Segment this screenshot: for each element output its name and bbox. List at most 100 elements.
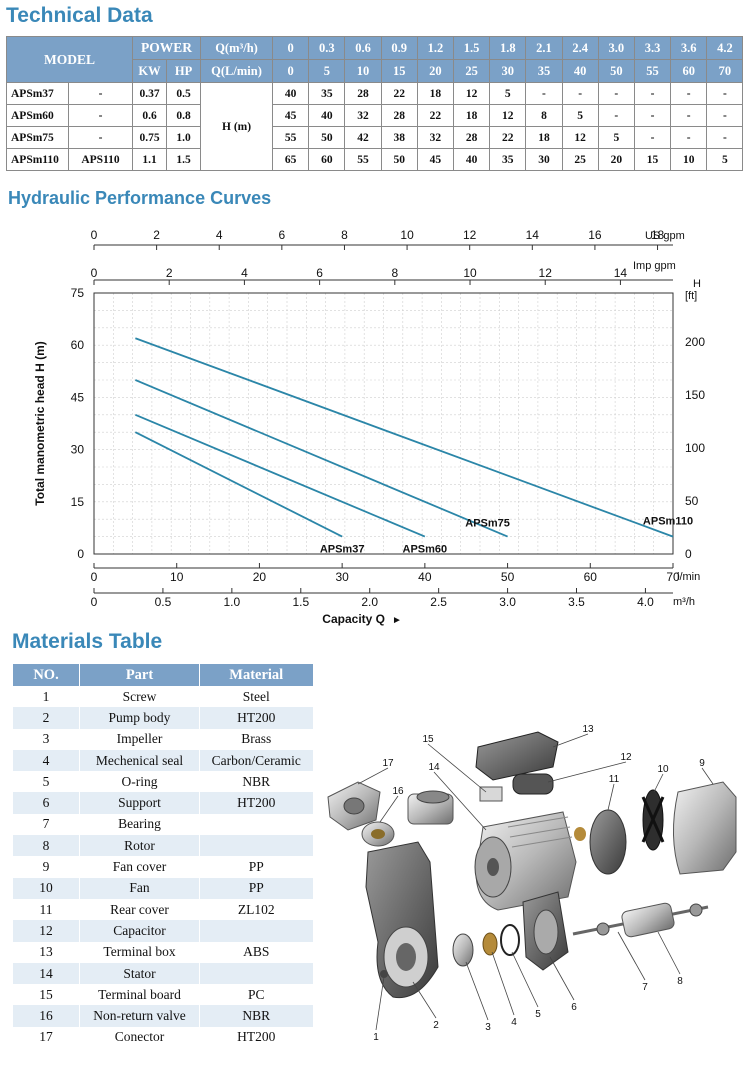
part-number-cell: 16: [12, 1005, 80, 1027]
stator-part: [474, 811, 577, 911]
list-item: 3 Impeller Brass: [12, 728, 313, 750]
x-top-tick-label: 2: [153, 228, 160, 242]
head-cell: 18: [525, 126, 563, 149]
q-m3h-cell: 0.9: [380, 36, 418, 60]
part-name-cell: Pump body: [79, 707, 200, 729]
head-cell: 18: [452, 104, 491, 127]
part-callout-label: 17: [382, 758, 394, 769]
list-item: 1 Screw Steel: [12, 686, 313, 708]
part-name-cell: Fan: [79, 877, 200, 899]
head-cell: -: [670, 126, 708, 149]
x-tick-label: 3.5: [568, 595, 585, 609]
head-cell: 32: [344, 104, 382, 127]
materials-header-row: NO. Part Material: [12, 664, 313, 686]
x-tick-label: 1.5: [292, 595, 309, 609]
head-cell: 65: [272, 148, 310, 171]
x-top-tick-label: 8: [391, 266, 398, 280]
hp-cell: 1.0: [166, 126, 202, 149]
y-tick-label: 60: [71, 338, 85, 352]
x-tick-label: 4.0: [637, 595, 654, 609]
x-top-tick-label: 10: [463, 266, 477, 280]
leader-line: [552, 733, 589, 748]
leader-line: [375, 976, 385, 1031]
model-cell: APSm60: [6, 104, 69, 127]
part-callout-label: 1: [373, 1032, 379, 1043]
x-tick-label: 70: [666, 570, 680, 584]
q-m3h-cell: 0.6: [344, 36, 382, 60]
head-cell: 28: [452, 126, 491, 149]
head-cell: 22: [489, 126, 527, 149]
q-lmin-cell: 55: [633, 59, 672, 83]
y-right-tick-label: 0: [685, 547, 692, 561]
leader-line: [653, 773, 664, 793]
hp-cell: 0.8: [166, 104, 202, 127]
head-cell: 22: [416, 104, 454, 127]
q-lmin-header: Q(L/min): [200, 59, 274, 83]
pump-body-part: [365, 841, 439, 999]
part-name-cell: Conector: [79, 1026, 200, 1049]
q-m3h-cell: 1.5: [452, 36, 491, 60]
part-name-cell: Mechenical seal: [79, 749, 200, 772]
q-m3h-cell: 4.2: [706, 36, 744, 60]
hp-header: HP: [166, 59, 202, 83]
q-m3h-cell: 0.3: [308, 36, 346, 60]
x-tick-label: 3.0: [499, 595, 516, 609]
head-cell: 35: [489, 148, 527, 171]
tech-header-row-2: KW HP Q(L/min) 0 5 10 15 20 25 30 35 40 …: [7, 59, 744, 83]
q-lmin-cell: 35: [525, 59, 563, 83]
impeller-part: [452, 933, 474, 967]
leader-line: [547, 761, 627, 783]
part-number-cell: 8: [12, 835, 80, 857]
part-callout-label: 11: [609, 774, 620, 785]
part-header: Part: [79, 664, 200, 686]
x-top-tick-label: 14: [526, 228, 540, 242]
part-name-cell: Terminal board: [79, 984, 200, 1006]
list-item: 17 Conector HT200: [12, 1026, 313, 1049]
table-row: APSm75 - 0.75 1.0 55 50 42 38 32 28 22 1…: [6, 126, 744, 149]
part-material-cell: PP: [199, 877, 313, 899]
head-cell: 5: [489, 82, 527, 105]
y-tick-label: 75: [71, 286, 85, 300]
x-tick-label: 0: [91, 595, 98, 609]
head-cell: 40: [272, 82, 310, 105]
part-callout-label: 2: [433, 1020, 439, 1031]
support-part: [522, 891, 569, 971]
o-ring-part: [500, 924, 520, 956]
list-item: 10 Fan PP: [12, 877, 313, 899]
head-cell: 55: [272, 126, 310, 149]
head-cell: 32: [416, 126, 454, 149]
part-name-cell: Rear cover: [79, 898, 200, 921]
head-cell: 18: [416, 82, 454, 105]
part-material-cell: ABS: [199, 941, 313, 963]
part-number-cell: 6: [12, 792, 80, 814]
leader-line: [433, 771, 487, 831]
part-material-cell: Steel: [199, 686, 313, 708]
kw-cell: 0.6: [132, 104, 168, 127]
x-unit-usgpm: US gpm: [645, 230, 685, 242]
x-tick-label: 50: [501, 570, 515, 584]
part-number-cell: 7: [12, 813, 80, 836]
list-item: 4 Mechenical seal Carbon/Ceramic: [12, 749, 313, 772]
x-top-tick-label: 0: [91, 266, 98, 280]
part-material-cell: [199, 813, 313, 836]
head-cell: 55: [344, 148, 382, 171]
series-label: APSm75: [465, 518, 510, 530]
list-item: 2 Pump body HT200: [12, 707, 313, 729]
head-cell: -: [706, 104, 744, 127]
part-name-cell: O-ring: [79, 771, 200, 793]
part-material-cell: [199, 920, 313, 942]
q-m3h-cell: 1.2: [416, 36, 454, 60]
part-callout-label: 4: [511, 1017, 517, 1028]
performance-curves-title: Hydraulic Performance Curves: [8, 188, 272, 208]
fan-part: [641, 789, 665, 851]
q-lmin-cell: 20: [416, 59, 454, 83]
x-top-tick-label: 6: [316, 266, 323, 280]
x-top-tick-label: 12: [539, 266, 553, 280]
part-number-cell: 2: [12, 707, 80, 729]
head-cell: 12: [452, 82, 491, 105]
screw-part: [380, 970, 388, 978]
head-cell: -: [706, 126, 744, 149]
leader-line: [607, 783, 615, 811]
leader-line: [491, 951, 515, 1016]
part-callout-label: 3: [485, 1022, 491, 1033]
